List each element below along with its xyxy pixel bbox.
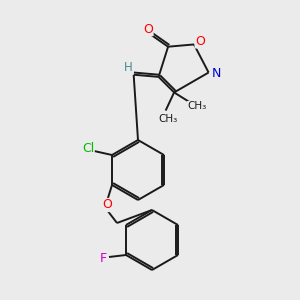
Text: O: O [143,22,153,36]
Text: H: H [124,61,133,74]
Text: O: O [102,199,112,212]
Text: Cl: Cl [82,142,94,154]
Text: F: F [100,253,106,266]
Text: CH₃: CH₃ [158,114,177,124]
Text: CH₃: CH₃ [188,101,207,111]
Text: N: N [212,67,221,80]
Text: O: O [195,35,205,48]
